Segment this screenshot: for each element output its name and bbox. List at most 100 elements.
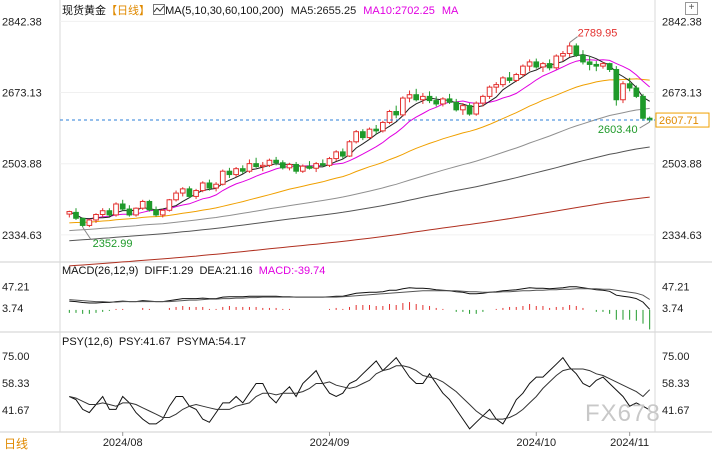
psyma-line xyxy=(69,365,651,420)
candle-body xyxy=(640,95,646,119)
candle-body xyxy=(133,207,139,216)
candle-body xyxy=(179,188,186,194)
ma60-line xyxy=(69,107,650,232)
candle-body xyxy=(593,63,600,67)
candle-body xyxy=(626,83,633,89)
main-y-tick-right: 2334.63 xyxy=(662,230,702,242)
symbol-name: 现货黄金 xyxy=(62,5,106,17)
candle-body xyxy=(500,77,506,86)
candle-body xyxy=(166,199,173,211)
macd-y-tick-left: 3.74 xyxy=(2,303,23,315)
candle-body xyxy=(386,111,393,123)
current-price-label: 2607.71 xyxy=(659,115,699,127)
ma-more: MA xyxy=(441,5,459,17)
current-price-tag xyxy=(655,112,710,128)
candle-body xyxy=(139,200,146,209)
macd-diff-line xyxy=(69,286,651,310)
candle-body xyxy=(66,211,73,215)
candle-body xyxy=(620,83,626,101)
macd-dea-line xyxy=(69,288,650,303)
candle-body xyxy=(380,121,386,132)
candle-body xyxy=(219,170,226,185)
ma-icon[interactable] xyxy=(153,4,166,15)
candle-body xyxy=(99,210,106,216)
candle-body xyxy=(606,63,613,70)
candle-body xyxy=(259,164,266,168)
candle-body xyxy=(286,163,293,169)
candle-body xyxy=(573,45,580,56)
low-right-pointer xyxy=(639,121,650,129)
ma-params: MA(5,10,30,60,100,200) xyxy=(165,5,284,17)
candle-body xyxy=(273,159,279,164)
candle-body xyxy=(213,183,219,189)
candle-body xyxy=(533,61,540,68)
main-y-tick-left: 2673.13 xyxy=(2,88,42,100)
ma10-value: MA10:2702.25 xyxy=(363,5,435,17)
candle-body xyxy=(93,214,99,221)
low-left-annotation: 2352.99 xyxy=(93,238,133,250)
candle-body xyxy=(540,63,546,68)
candle-body xyxy=(126,208,133,216)
candle-body xyxy=(193,190,199,197)
candle-body xyxy=(560,53,566,57)
x-axis-label: 2024/08 xyxy=(103,437,143,449)
ma10-line xyxy=(69,59,651,220)
candle-body xyxy=(460,105,466,111)
psy-y-tick-right: 41.67 xyxy=(662,405,690,417)
ma100-line xyxy=(69,146,650,242)
high-annotation: 2789.95 xyxy=(578,28,618,40)
candle-body xyxy=(173,192,179,201)
psy-header: PSY(12,6) PSY:41.67 PSYMA:54.17 xyxy=(62,336,246,348)
candle-body xyxy=(233,168,239,176)
main-y-tick-right: 2673.13 xyxy=(662,88,702,100)
candle-body xyxy=(313,163,319,169)
ma200-line xyxy=(69,196,650,267)
candle-body xyxy=(293,163,299,172)
candle-body xyxy=(433,100,440,105)
candle-body xyxy=(73,211,79,219)
macd-header: MACD(26,12,9) DIFF:1.29 DEA:21.16 MACD:-… xyxy=(62,265,325,277)
main-y-tick-right: 2842.38 xyxy=(662,16,702,28)
x-axis-label: 2024/10 xyxy=(516,437,556,449)
candle-body xyxy=(493,84,500,88)
psy-y-tick-right: 75.00 xyxy=(662,351,690,363)
candle-body xyxy=(206,182,213,189)
candle-body xyxy=(446,98,453,103)
bottom-period-tab[interactable]: 日线 xyxy=(4,437,29,451)
candle-body xyxy=(506,77,513,81)
main-y-tick-left: 2842.38 xyxy=(2,16,42,28)
candle-body xyxy=(526,61,533,67)
candle-body xyxy=(246,163,253,172)
candle-body xyxy=(146,200,153,211)
candle-body xyxy=(326,158,333,166)
ma5-line xyxy=(69,53,650,220)
candle-body xyxy=(239,168,246,172)
main-y-tick-left: 2503.88 xyxy=(2,159,42,171)
candle-body xyxy=(426,95,433,102)
main-y-tick-left: 2334.63 xyxy=(2,230,42,242)
candle-body xyxy=(473,102,480,115)
candle-body xyxy=(466,105,473,115)
candle-body xyxy=(333,151,339,160)
candle-body xyxy=(226,170,233,176)
watermark: FX678 xyxy=(585,400,661,427)
candle-body xyxy=(153,209,159,216)
psy-y-tick-left: 58.33 xyxy=(2,378,30,390)
candle-body xyxy=(566,45,573,55)
add-indicator-button[interactable]: + xyxy=(685,2,698,15)
candle-body xyxy=(186,188,193,197)
candle-body xyxy=(299,165,306,172)
low-left-pointer xyxy=(82,226,92,240)
psy-params: PSY(12,6) xyxy=(62,336,113,348)
candle-body xyxy=(580,54,586,63)
candle-body xyxy=(393,111,400,116)
candle-body xyxy=(360,131,366,139)
main-chart-header: 现货黄金【日线】 MA(5,10,30,60,100,200) MA5:2655… xyxy=(62,2,458,18)
period-tag[interactable]: 【日线】 xyxy=(106,5,150,17)
candle-body xyxy=(406,94,413,99)
macd-y-tick-right: 47.21 xyxy=(662,282,690,294)
high-pointer xyxy=(569,36,578,43)
candle-body xyxy=(633,87,640,97)
macd-y-tick-right: 3.74 xyxy=(662,303,683,315)
